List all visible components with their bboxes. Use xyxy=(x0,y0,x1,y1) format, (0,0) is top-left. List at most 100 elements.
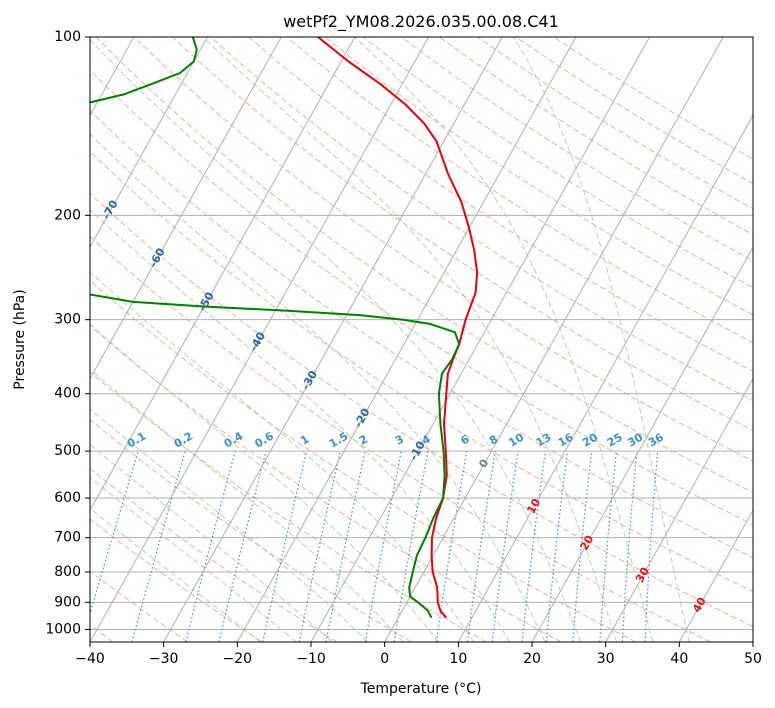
x-axis-label: Temperature (°C) xyxy=(360,681,482,697)
moist-adiabat xyxy=(90,476,297,642)
mixing-ratio-label: 30 xyxy=(625,430,645,449)
moist-adiabat xyxy=(90,323,439,642)
y-tick-label: 100 xyxy=(54,29,81,45)
dry-adiabat xyxy=(439,37,753,236)
mixing-ratio-line xyxy=(621,451,638,642)
mixing-ratio-labels: 0.1 0.2 0.4 0.6 1 1.5 2 3 4 6 8 10 13 16 20 25 30 36 xyxy=(125,429,666,450)
isotherm xyxy=(163,37,503,642)
mixing-ratio-line xyxy=(491,451,519,642)
y-tick-label: 700 xyxy=(54,530,81,546)
isotherm xyxy=(90,37,208,249)
temperature-label: -70 xyxy=(100,198,121,222)
mixing-ratio-label: 13 xyxy=(534,431,554,450)
mixing-ratio-label: 16 xyxy=(556,430,576,449)
moist-adiabat xyxy=(354,37,654,642)
isotherm xyxy=(90,37,282,380)
dewpoint-profile xyxy=(90,37,461,619)
dry-adiabats xyxy=(90,37,753,642)
mixing-ratio-line xyxy=(644,451,659,642)
dry-adiabat xyxy=(286,37,753,344)
dry-adiabat xyxy=(362,37,753,289)
x-tick-label: 30 xyxy=(597,651,615,667)
dry-adiabat xyxy=(90,192,753,628)
mixing-ratio-line xyxy=(572,451,593,642)
dry-adiabat xyxy=(324,37,753,316)
moist-adiabats xyxy=(90,37,690,642)
x-tick-label: −30 xyxy=(149,651,179,667)
temperature-label: 0 xyxy=(476,457,491,470)
mixing-ratio-line xyxy=(325,450,366,642)
mixing-ratio-line xyxy=(90,450,139,616)
x-tick-label: −20 xyxy=(223,651,253,667)
x-tick-label: 20 xyxy=(523,651,541,667)
mixing-ratio-label: 0.4 xyxy=(222,429,246,450)
temperature-label: 20 xyxy=(577,533,596,553)
temperature-label: -40 xyxy=(247,329,268,353)
dry-adiabat xyxy=(95,37,753,494)
temperature-label: -50 xyxy=(196,289,217,313)
isotherm xyxy=(605,377,753,642)
plot-area: -100-90-80-70-60-50-40-30-20-10010203040… xyxy=(0,37,753,642)
mixing-ratio-line xyxy=(521,451,546,642)
dry-adiabat xyxy=(90,235,711,642)
moist-adiabat xyxy=(90,408,369,642)
dry-adiabat xyxy=(90,467,338,642)
mixing-ratio-label: 25 xyxy=(605,431,625,450)
moist-adiabat xyxy=(90,208,510,642)
isotherm xyxy=(384,37,724,642)
mixing-ratio-line xyxy=(185,450,236,642)
moist-adiabat xyxy=(513,37,690,642)
x-tick-label: 10 xyxy=(449,651,467,667)
x-tick-label: 40 xyxy=(670,651,688,667)
mixing-ratio-lines xyxy=(90,450,659,642)
isotherm xyxy=(90,37,429,642)
dry-adiabat xyxy=(90,570,188,642)
dry-adiabat xyxy=(210,37,753,402)
isotherm xyxy=(531,246,753,642)
isotherm xyxy=(0,37,60,642)
mixing-ratio-label: 10 xyxy=(506,430,526,449)
moist-adiabat xyxy=(90,368,404,642)
mixing-ratio-line xyxy=(218,450,267,642)
moist-adiabat xyxy=(90,133,546,642)
x-tick-label: −10 xyxy=(296,651,326,667)
dry-adiabat xyxy=(90,69,753,526)
moist-adiabat xyxy=(90,507,261,642)
temperature-label: -30 xyxy=(299,368,320,392)
mixing-ratio-line xyxy=(262,450,308,642)
mixing-ratio-label: 2 xyxy=(357,433,370,448)
isotherm xyxy=(236,37,577,642)
moist-adiabat xyxy=(90,38,582,642)
moist-adiabat xyxy=(90,443,333,642)
x-tick-label: 0 xyxy=(380,651,389,667)
y-tick-label: 800 xyxy=(54,564,81,580)
isotherm xyxy=(752,640,753,642)
temperature-label: -80 xyxy=(53,150,74,174)
dry-adiabat xyxy=(90,325,562,642)
y-tick-label: 200 xyxy=(54,207,81,223)
y-tick-label: 1000 xyxy=(45,621,81,637)
dry-adiabat xyxy=(90,371,487,642)
mixing-ratio-line xyxy=(466,450,496,642)
dry-adiabat xyxy=(90,109,753,559)
y-tick-label: 300 xyxy=(54,312,81,328)
dry-adiabat xyxy=(90,150,753,593)
moist-adiabat xyxy=(90,271,475,642)
y-tick-label: 900 xyxy=(54,594,81,610)
temperature-label: 10 xyxy=(524,496,543,516)
moist-adiabat xyxy=(202,37,618,642)
y-axis: 100 200 300 400 500 600 700 800 900 1000 xyxy=(45,29,90,637)
chart-title: wetPf2_YM08.2026.035.00.08.C41 xyxy=(283,12,559,32)
dry-adiabat xyxy=(90,518,263,642)
dry-adiabat xyxy=(515,37,753,185)
mixing-ratio-line xyxy=(599,451,618,642)
x-tick-label: 50 xyxy=(744,651,762,667)
mixing-ratio-line xyxy=(298,450,341,642)
isotherm xyxy=(678,509,753,642)
y-axis-label: Pressure (hPa) xyxy=(12,289,28,389)
mixing-ratio-label: 3 xyxy=(393,433,406,448)
isotherms xyxy=(0,37,753,642)
profiles xyxy=(90,37,479,619)
isotherm xyxy=(457,114,753,642)
